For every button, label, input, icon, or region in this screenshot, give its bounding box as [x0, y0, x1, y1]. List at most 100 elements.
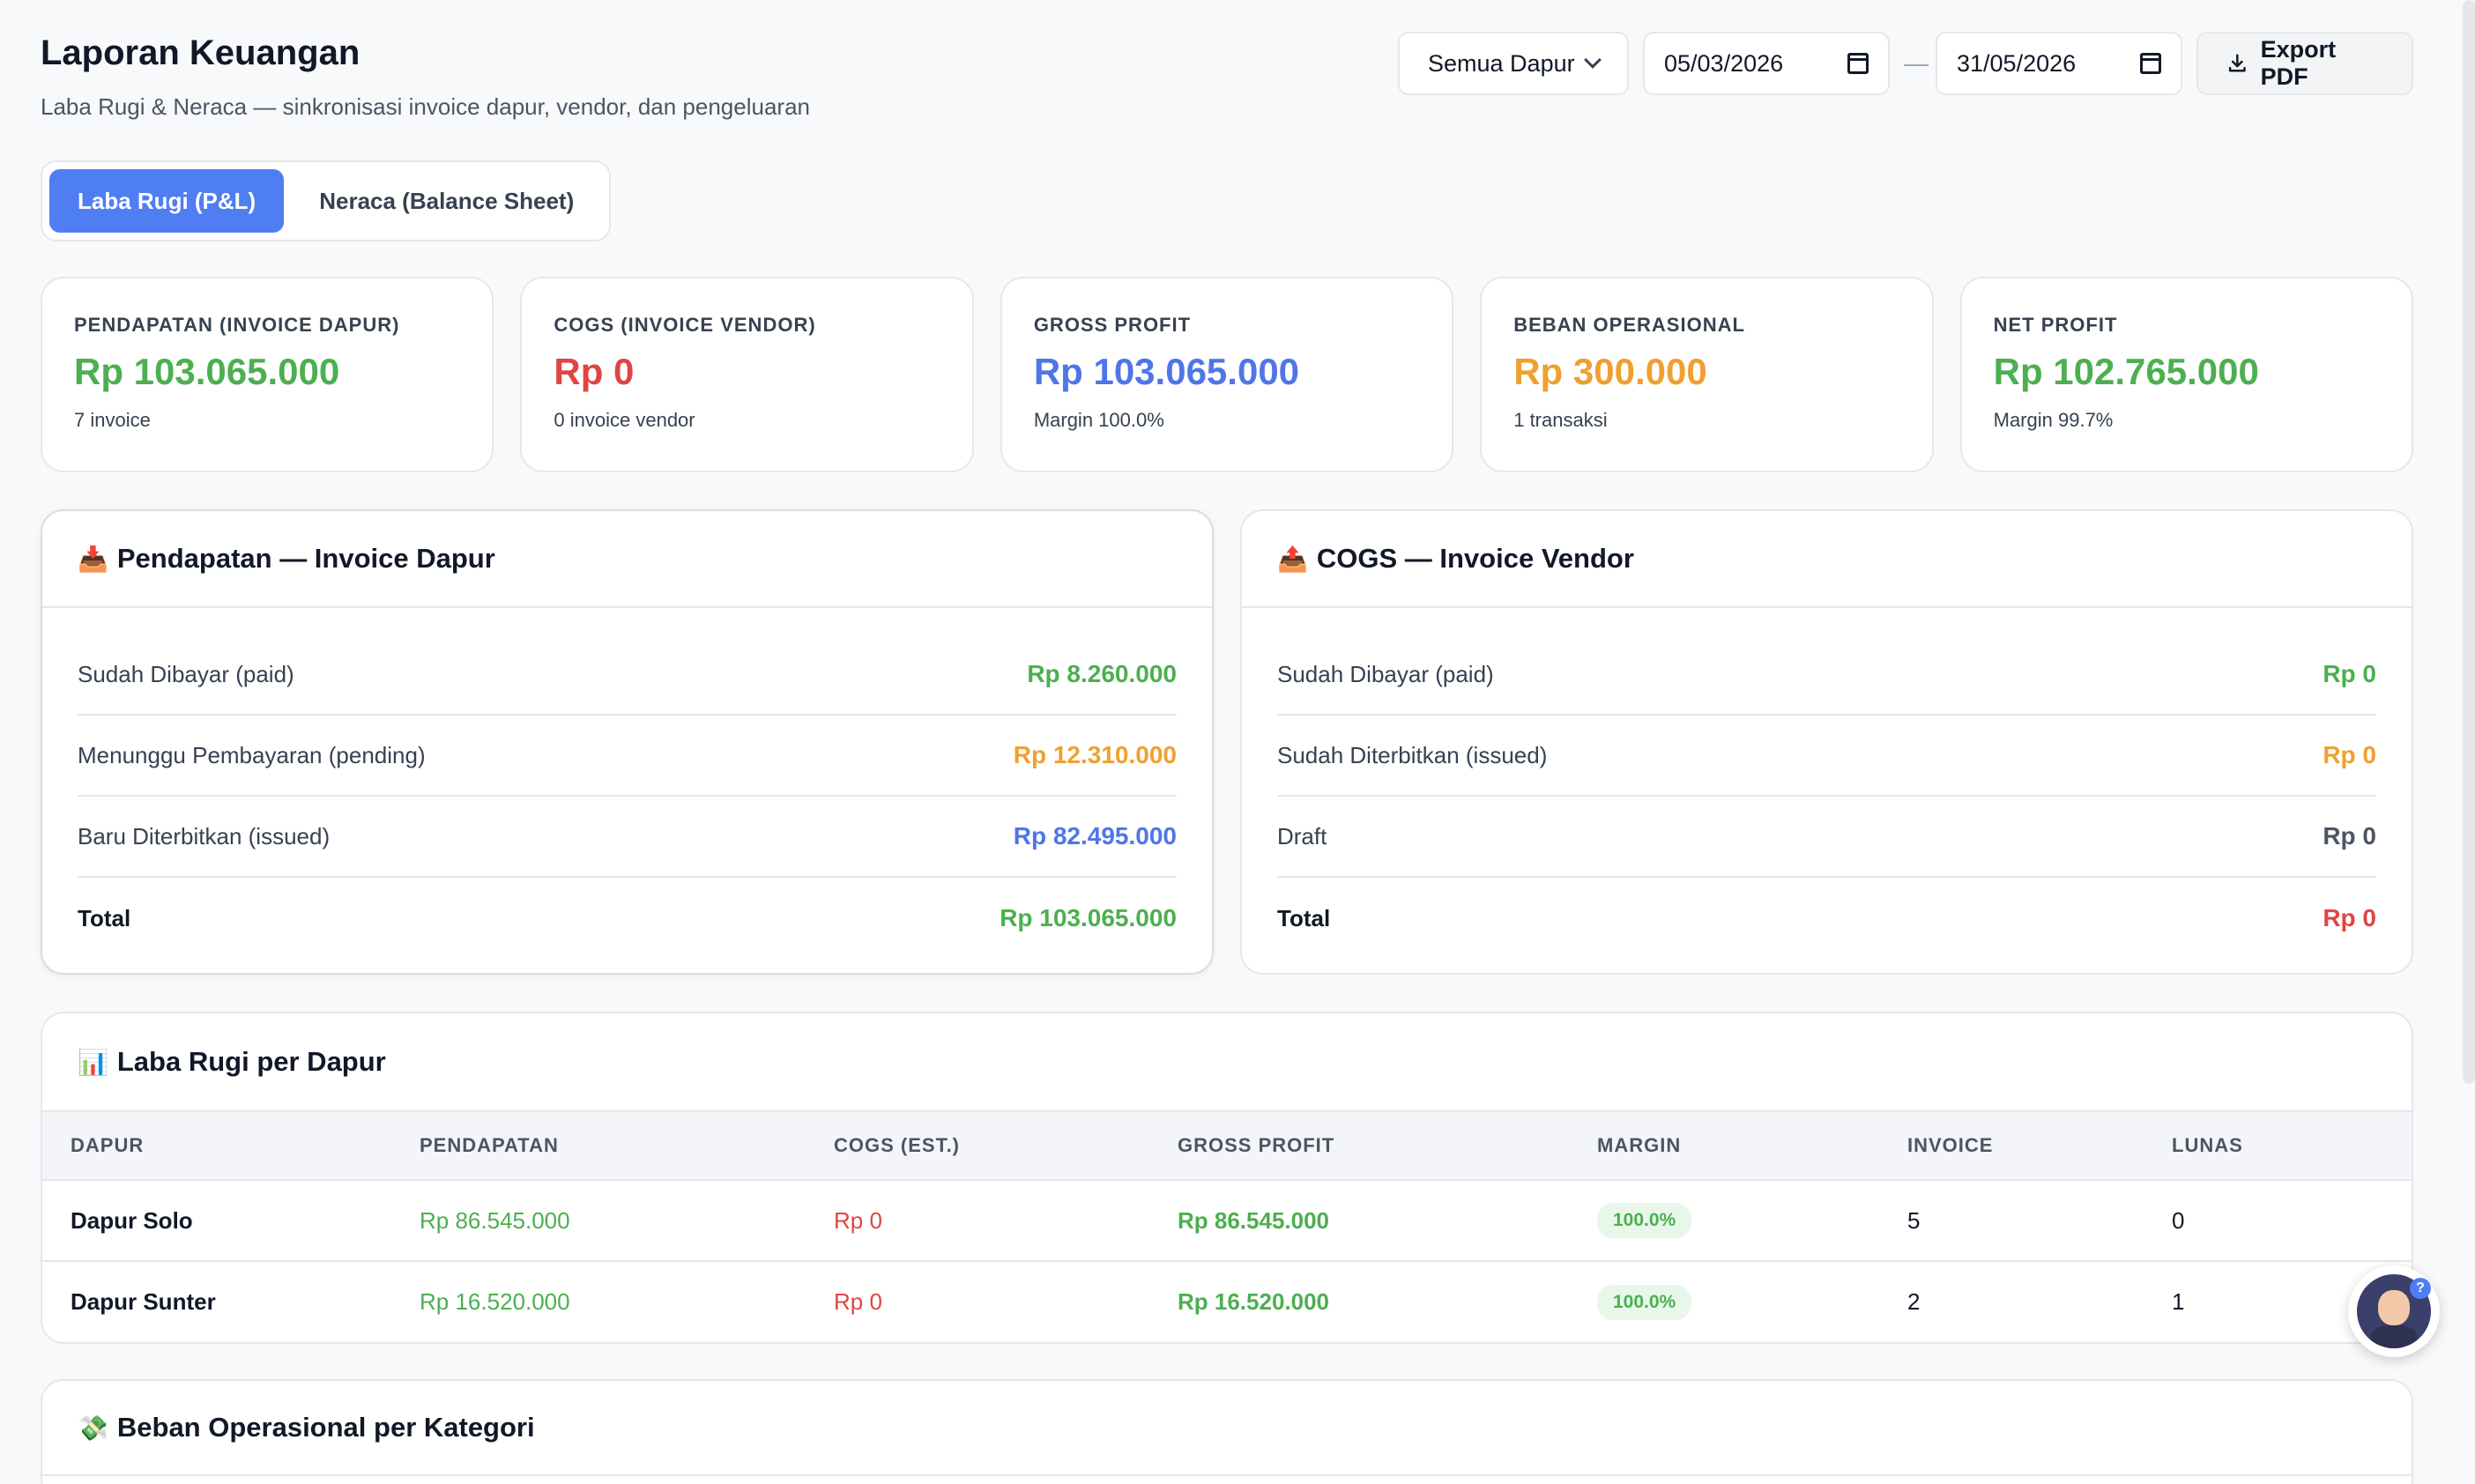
row-label: Sudah Dibayar (paid): [1277, 660, 1494, 687]
column-header[interactable]: LUNAS: [2172, 1110, 2412, 1181]
report-tabs: Laba Rugi (P&L) Neraca (Balance Sheet): [41, 160, 612, 241]
panel-header: 📥 Pendapatan — Invoice Dapur: [42, 511, 1212, 608]
table-row[interactable]: Dapur Solo Rp 86.545.000 Rp 0 Rp 86.545.…: [42, 1180, 2412, 1262]
kpi-note: 1 transaksi: [1513, 409, 1608, 431]
date-to-value: 31/05/2026: [1957, 49, 2077, 77]
summary-total-row: Total Rp 103.065.000: [78, 878, 1177, 959]
summary-row: Baru Diterbitkan (issued) Rp 82.495.000: [78, 797, 1177, 878]
kpi-note: Margin 100.0%: [1033, 409, 1164, 431]
chevron-down-icon: [1584, 51, 1602, 69]
row-label: Baru Diterbitkan (issued): [78, 822, 331, 850]
money-wings-icon: 💸: [78, 1414, 108, 1442]
row-amount: Rp 103.065.000: [1000, 904, 1177, 931]
gross-profit-cell: Rp 16.520.000: [1178, 1288, 1330, 1315]
margin-badge: 100.0%: [1597, 1203, 1692, 1238]
kpi-value: Rp 102.765.000: [1993, 351, 2259, 392]
date-to-input[interactable]: 31/05/2026: [1936, 32, 2182, 95]
helpdesk-button[interactable]: ?: [2348, 1265, 2440, 1357]
row-amount: Rp 8.260.000: [1027, 660, 1177, 687]
panel-title: COGS — Invoice Vendor: [1316, 543, 1634, 574]
kpi-cards: PENDAPATAN (INVOICE DAPUR) Rp 103.065.00…: [41, 277, 2414, 472]
cogs-cell: Rp 0: [834, 1288, 882, 1315]
row-label: Sudah Dibayar (paid): [78, 660, 294, 687]
row-label: Draft: [1277, 822, 1327, 850]
margin-cell: 100.0%: [1597, 1261, 1907, 1342]
kpi-value: Rp 103.065.000: [74, 351, 340, 392]
export-pdf-button[interactable]: Export PDF: [2196, 32, 2413, 95]
summary-row: Menunggu Pembayaran (pending) Rp 12.310.…: [78, 716, 1177, 797]
bar-chart-icon: 📊: [78, 1048, 108, 1076]
kpi-note: 7 invoice: [74, 409, 151, 431]
expense-category-section: 💸 Beban Operasional per Kategori: [41, 1379, 2413, 1484]
kitchen-name: Dapur Sunter: [71, 1288, 216, 1315]
margin-cell: 100.0%: [1597, 1180, 1907, 1262]
panel-header: 📤 COGS — Invoice Vendor: [1242, 511, 2412, 608]
row-amount: Rp 82.495.000: [1013, 822, 1177, 850]
row-amount: Rp 0: [2323, 741, 2376, 768]
cogs-panel: 📤 COGS — Invoice Vendor Sudah Dibayar (p…: [1240, 509, 2413, 975]
invoice-count-cell: 2: [1907, 1288, 1921, 1315]
date-range-separator: —: [1904, 49, 1929, 77]
section-header: 📊 Laba Rugi per Dapur: [42, 1013, 2412, 1110]
kpi-note: 0 invoice vendor: [554, 409, 695, 431]
kpi-card-revenue: PENDAPATAN (INVOICE DAPUR) Rp 103.065.00…: [41, 277, 494, 472]
kpi-label: COGS (INVOICE VENDOR): [554, 314, 816, 336]
paid-count-cell: 0: [2172, 1180, 2412, 1262]
tab-balance-sheet[interactable]: Neraca (Balance Sheet): [319, 187, 575, 214]
column-header[interactable]: COGS (EST.): [834, 1110, 1178, 1181]
outbox-tray-icon: 📤: [1277, 545, 1308, 573]
row-amount: Rp 12.310.000: [1013, 741, 1177, 768]
row-amount: Rp 0: [2323, 660, 2376, 687]
cogs-cell: Rp 0: [834, 1180, 1178, 1262]
gross-profit-cell: Rp 86.545.000: [1178, 1180, 1597, 1262]
page-subtitle: Laba Rugi & Neraca — sinkronisasi invoic…: [41, 93, 810, 120]
kitchen-name: Dapur Solo: [42, 1180, 420, 1262]
kpi-card-gross-profit: GROSS PROFIT Rp 103.065.000 Margin 100.0…: [1000, 277, 1454, 472]
inbox-tray-icon: 📥: [78, 545, 108, 573]
kpi-label: PENDAPATAN (INVOICE DAPUR): [74, 314, 400, 336]
table-row[interactable]: Dapur Sunter Rp 16.520.000 Rp 0 Rp 16.52…: [42, 1261, 2412, 1342]
per-kitchen-section: 📊 Laba Rugi per Dapur DAPUR PENDAPATAN C…: [41, 1012, 2413, 1344]
paid-count-cell: 1: [2172, 1288, 2185, 1315]
download-icon: [2228, 54, 2246, 72]
summary-row: Sudah Diterbitkan (issued) Rp 0: [1277, 716, 2376, 797]
kpi-value: Rp 103.065.000: [1033, 351, 1300, 392]
kitchen-select-value: Semua Dapur: [1428, 49, 1575, 77]
row-label: Total: [78, 904, 131, 931]
help-question-icon: ?: [2410, 1278, 2431, 1299]
column-header[interactable]: PENDAPATAN: [420, 1110, 834, 1181]
invoice-count-cell: 5: [1907, 1180, 2172, 1262]
date-from-value: 05/03/2026: [1664, 49, 1784, 77]
kpi-card-operating-expense: BEBAN OPERASIONAL Rp 300.000 1 transaksi: [1480, 277, 1934, 472]
kpi-label: GROSS PROFIT: [1033, 314, 1192, 336]
page-header: Laporan Keuangan Laba Rugi & Neraca — si…: [41, 32, 2413, 127]
column-header[interactable]: DAPUR: [42, 1110, 420, 1181]
summary-row: Sudah Dibayar (paid) Rp 0: [1277, 634, 2376, 716]
row-amount: Rp 0: [2323, 822, 2376, 850]
section-title: Laba Rugi per Dapur: [116, 1046, 386, 1077]
calendar-icon[interactable]: [1847, 53, 1869, 74]
column-header[interactable]: INVOICE: [1907, 1110, 2172, 1181]
page-scrollbar[interactable]: [2463, 0, 2475, 1084]
kpi-label: NET PROFIT: [1993, 314, 2118, 336]
kitchen-select[interactable]: Semua Dapur: [1398, 32, 1629, 95]
row-amount: Rp 0: [2323, 904, 2376, 931]
revenue-cell: Rp 16.520.000: [420, 1288, 570, 1315]
date-from-input[interactable]: 05/03/2026: [1643, 32, 1890, 95]
tab-profit-loss[interactable]: Laba Rugi (P&L): [49, 169, 285, 233]
row-label: Menunggu Pembayaran (pending): [78, 741, 426, 768]
per-kitchen-table: DAPUR PENDAPATAN COGS (EST.) GROSS PROFI…: [42, 1110, 2412, 1342]
row-label: Sudah Diterbitkan (issued): [1277, 741, 1548, 768]
panel-title: Pendapatan — Invoice Dapur: [116, 543, 495, 574]
kpi-value: Rp 300.000: [1513, 351, 1707, 392]
kpi-card-net-profit: NET PROFIT Rp 102.765.000 Margin 99.7%: [1959, 277, 2414, 472]
column-header[interactable]: MARGIN: [1597, 1110, 1907, 1181]
kpi-value: Rp 0: [554, 351, 635, 392]
page-title: Laporan Keuangan: [41, 33, 360, 72]
calendar-icon[interactable]: [2140, 53, 2161, 74]
kpi-note: Margin 99.7%: [1993, 409, 2114, 431]
summary-row: Draft Rp 0: [1277, 797, 2376, 878]
section-header: 💸 Beban Operasional per Kategori: [42, 1381, 2412, 1476]
column-header[interactable]: GROSS PROFIT: [1178, 1110, 1597, 1181]
summary-total-row: Total Rp 0: [1277, 878, 2376, 959]
